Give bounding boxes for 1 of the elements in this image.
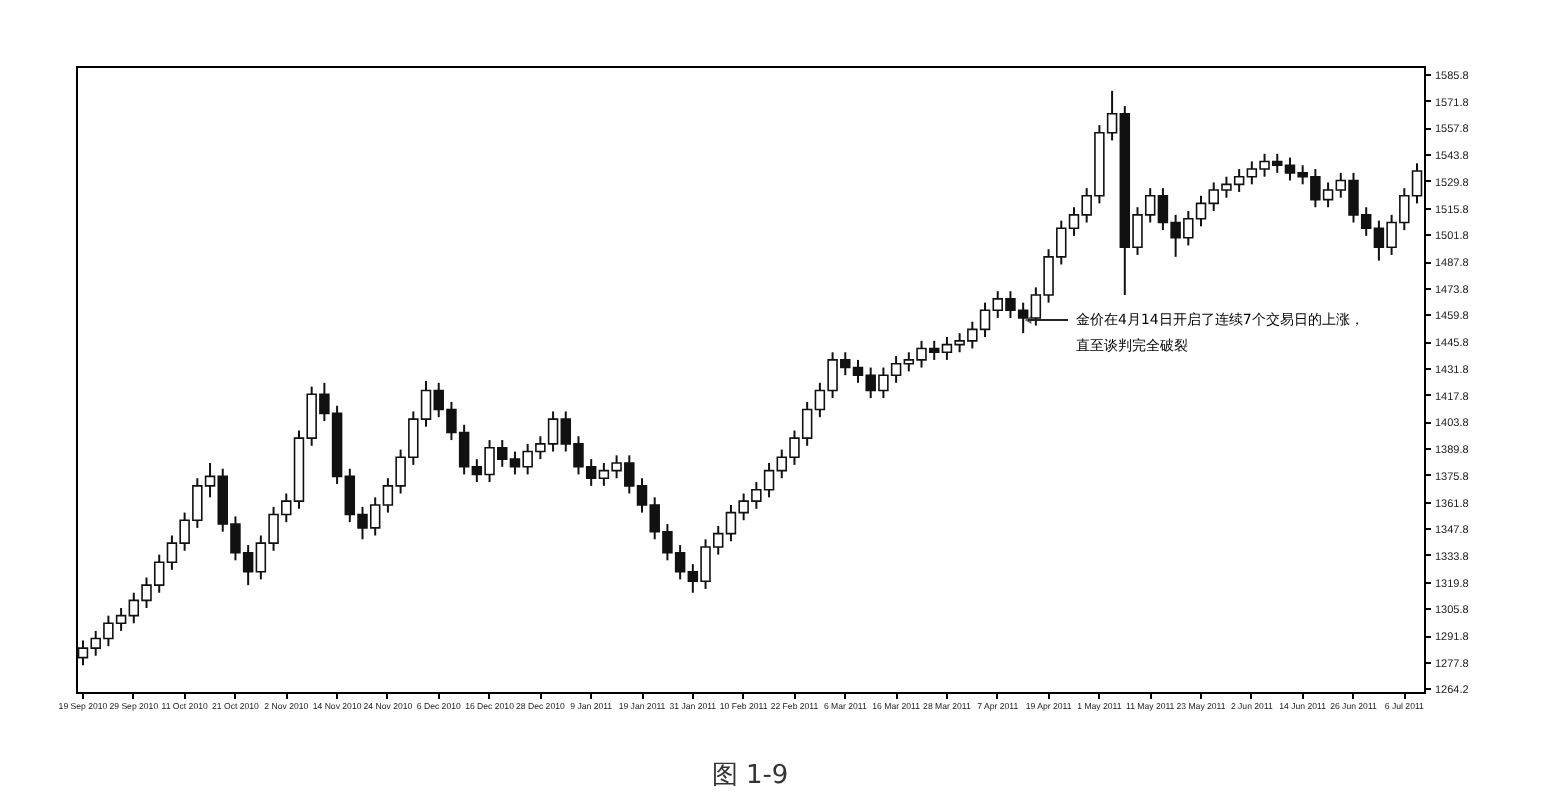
caption: 图 1-9	[711, 760, 789, 791]
